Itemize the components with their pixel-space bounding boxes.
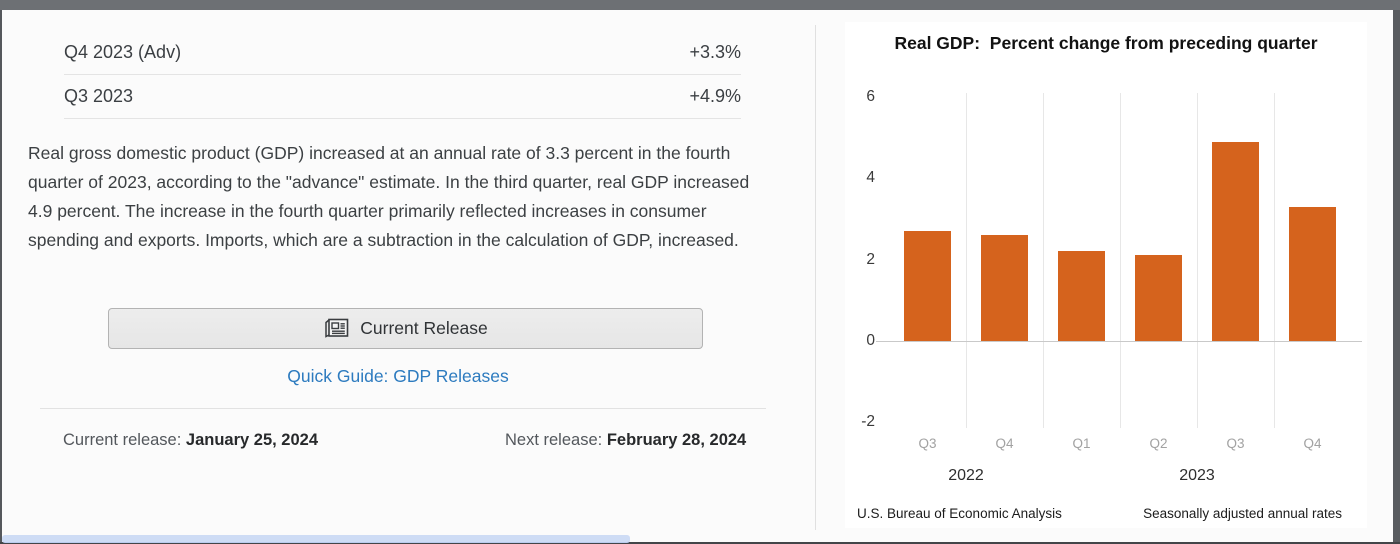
window-bottom-border bbox=[0, 542, 1400, 544]
bar-q4-2022 bbox=[981, 235, 1028, 341]
newspaper-icon bbox=[325, 318, 349, 338]
next-release-caption: Next release: bbox=[505, 431, 603, 449]
window-top-border bbox=[0, 0, 1400, 10]
bar-q1-2023 bbox=[1058, 251, 1105, 341]
gridline bbox=[966, 93, 967, 428]
table-row: Q4 2023 (Adv) +3.3% bbox=[64, 31, 741, 75]
quick-guide-link[interactable]: Quick Guide: GDP Releases bbox=[287, 366, 509, 386]
gdp-chart-card: Real GDP: Percent change from preceding … bbox=[845, 22, 1367, 528]
chart-source: U.S. Bureau of Economic Analysis bbox=[857, 506, 1062, 521]
current-release-date: January 25, 2024 bbox=[185, 431, 319, 449]
current-release-info: Current release: January 25, 2024 bbox=[63, 431, 318, 450]
x-axis-quarter-label: Q4 bbox=[1303, 436, 1322, 451]
x-axis-quarter-label: Q1 bbox=[1072, 436, 1091, 451]
window-left-border bbox=[0, 10, 2, 544]
release-quarter-label: Q3 2023 bbox=[64, 86, 134, 106]
bar-q3-2022 bbox=[904, 231, 951, 341]
gridline bbox=[1274, 93, 1275, 428]
x-axis-quarter-label: Q3 bbox=[918, 436, 937, 451]
table-row: Q3 2023 +4.9% bbox=[64, 75, 741, 119]
x-axis-quarter-label: Q3 bbox=[1226, 436, 1245, 451]
current-release-button[interactable]: Current Release bbox=[108, 308, 703, 349]
x-axis-year-label: 2023 bbox=[1179, 467, 1215, 484]
chart-plot-area: Q3 Q4 Q1 Q2 Q3 Q4 2022 2023 bbox=[876, 93, 1362, 484]
y-axis-tick-label: 0 bbox=[866, 331, 875, 349]
current-release-label: Current Release bbox=[360, 318, 488, 338]
window-right-border bbox=[1393, 10, 1400, 544]
bar-q2-2023 bbox=[1135, 255, 1182, 341]
y-axis-tick-label: 4 bbox=[866, 169, 875, 187]
next-release-date: February 28, 2024 bbox=[606, 431, 747, 449]
gridline bbox=[1043, 93, 1044, 428]
release-percent-value: +4.9% bbox=[689, 86, 741, 106]
y-axis-tick-label: 6 bbox=[866, 88, 875, 105]
y-axis-tick-label: 2 bbox=[866, 250, 875, 268]
release-quarter-label: Q4 2023 (Adv) bbox=[64, 42, 182, 62]
x-axis-quarter-label: Q2 bbox=[1149, 436, 1168, 451]
gridline bbox=[1197, 93, 1198, 428]
release-percent-value: +3.3% bbox=[689, 42, 741, 62]
y-axis-tick-label: -2 bbox=[861, 413, 875, 430]
chart-y-axis: 6 4 2 0 -2 bbox=[845, 22, 875, 528]
zero-baseline bbox=[876, 341, 1362, 342]
next-release-info: Next release: February 28, 2024 bbox=[505, 431, 746, 450]
panel-divider bbox=[815, 25, 816, 530]
x-axis-year-label: 2022 bbox=[948, 467, 984, 484]
section-divider bbox=[40, 408, 766, 409]
gdp-summary-paragraph: Real gross domestic product (GDP) increa… bbox=[28, 143, 750, 250]
chart-note: Seasonally adjusted annual rates bbox=[1143, 506, 1342, 521]
bar-q3-2023 bbox=[1212, 141, 1259, 341]
x-axis-quarter-label: Q4 bbox=[995, 436, 1014, 451]
horizontal-scrollbar-thumb[interactable] bbox=[2, 535, 630, 543]
quick-guide-row: Quick Guide: GDP Releases bbox=[28, 366, 768, 387]
current-release-caption: Current release: bbox=[63, 431, 182, 449]
gdp-releases-table: Q4 2023 (Adv) +3.3% Q3 2023 +4.9% bbox=[64, 31, 741, 119]
gridline bbox=[1120, 93, 1121, 428]
chart-title: Real GDP: Percent change from preceding … bbox=[894, 33, 1318, 53]
bar-q4-2023 bbox=[1289, 206, 1336, 341]
